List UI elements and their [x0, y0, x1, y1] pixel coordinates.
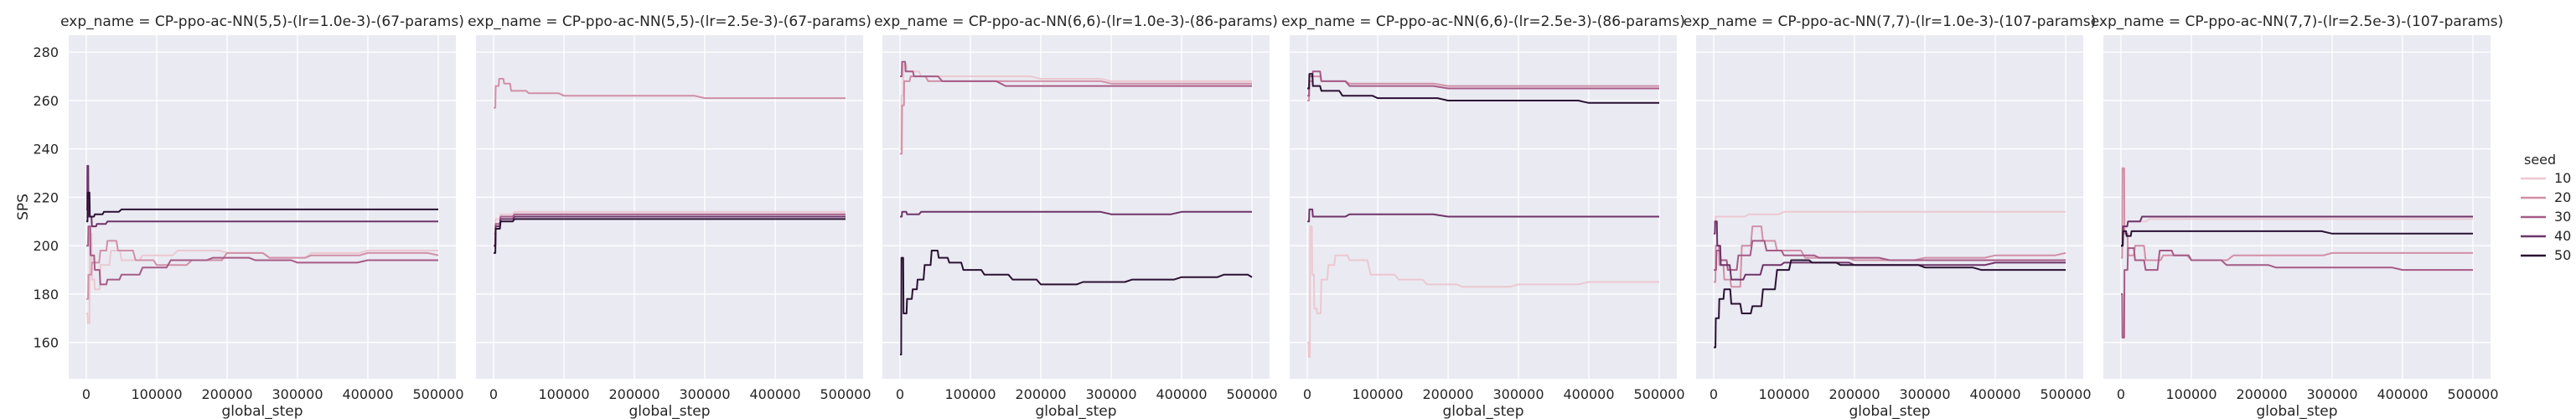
x-tick-label: 100000	[944, 386, 996, 402]
x-tick-label: 400000	[1969, 386, 2020, 402]
legend-title: seed	[2524, 152, 2556, 168]
series-line-seed-30	[900, 60, 1252, 87]
x-tick-label: 100000	[2165, 386, 2216, 402]
series-line-seed-40	[2121, 215, 2473, 247]
x-tick-label: 200000	[608, 386, 660, 402]
series-line-seed-30	[2121, 247, 2473, 339]
series-line-seed-40	[1307, 208, 1659, 223]
panel-title: exp_name = CP-ppo-ac-NN(7,7)-(lr=2.5e-3)…	[2091, 13, 2504, 30]
x-tick-label: 200000	[2236, 386, 2287, 402]
x-tick-label: 500000	[2040, 386, 2091, 402]
x-axis-label: global_step	[221, 403, 303, 419]
series-line-seed-10	[494, 210, 846, 235]
x-tick-label: 300000	[272, 386, 323, 402]
x-axis-label: global_step	[628, 403, 710, 419]
plot-background	[2103, 35, 2491, 379]
x-tick-label: 300000	[2306, 386, 2357, 402]
series-line-seed-20	[494, 78, 846, 109]
x-tick-label: 200000	[1829, 386, 1880, 402]
series-line-seed-50	[86, 191, 438, 223]
x-tick-label: 400000	[2377, 386, 2428, 402]
facet-panel: 0 100000 200000 300000 400000 500000 exp_name …	[1281, 13, 1685, 419]
series-line-seed-10	[1307, 225, 1659, 358]
series-line-seed-30	[1307, 70, 1659, 97]
panel-title: exp_name = CP-ppo-ac-NN(7,7)-(lr=1.0e-3)…	[1684, 13, 2097, 30]
x-tick-label: 400000	[1563, 386, 1614, 402]
x-tick-label: 300000	[1085, 386, 1136, 402]
facet-panel: 0 100000 200000 300000 400000 500000 exp_name …	[468, 13, 872, 419]
x-tick-label: 300000	[679, 386, 730, 402]
plot-background	[69, 35, 456, 379]
y-tick-label: 160	[33, 335, 59, 351]
x-tick-label: 400000	[342, 386, 393, 402]
x-tick-label: 100000	[131, 386, 182, 402]
facet-panel: 160 180 200 220 240 260 280 0 100000 200000 300000…	[33, 13, 463, 419]
series-line-seed-50	[2121, 230, 2473, 247]
x-tick-label: 400000	[1156, 386, 1207, 402]
plot-background	[476, 35, 863, 379]
x-tick-label: 0	[1710, 386, 1718, 402]
series-line-seed-40	[1714, 220, 2066, 281]
series-line-seed-40	[86, 164, 438, 228]
x-tick-label: 500000	[1633, 386, 1684, 402]
y-tick-label: 200	[33, 238, 59, 254]
series-line-seed-30	[86, 225, 438, 286]
series-line-seed-50	[494, 218, 846, 254]
x-tick-label: 0	[2117, 386, 2125, 402]
panel-title: exp_name = CP-ppo-ac-NN(6,6)-(lr=1.0e-3)…	[874, 13, 1278, 30]
x-tick-label: 200000	[201, 386, 252, 402]
plot-background	[1696, 35, 2083, 379]
legend-label-seed-10: 10	[2554, 170, 2571, 186]
legend: seed 10 20 30 40 50	[2521, 152, 2571, 263]
series-line-seed-10	[1714, 210, 2066, 223]
plot-background	[1290, 35, 1677, 379]
x-axis-label: global_step	[1849, 403, 1930, 419]
x-axis-label: global_step	[1035, 403, 1116, 419]
y-tick-label: 280	[33, 44, 59, 60]
series-line-seed-20	[2121, 167, 2473, 261]
series-line-seed-40	[494, 215, 846, 247]
x-tick-label: 300000	[1899, 386, 1950, 402]
x-tick-label: 100000	[1758, 386, 1809, 402]
panel-title: exp_name = CP-ppo-ac-NN(5,5)-(lr=1.0e-3)…	[60, 13, 464, 30]
legend-label-seed-50: 50	[2554, 247, 2571, 263]
x-axis-label: global_step	[2256, 403, 2337, 419]
x-tick-label: 500000	[2447, 386, 2498, 402]
x-tick-label: 500000	[820, 386, 871, 402]
y-tick-label: 180	[33, 287, 59, 303]
panel-title: exp_name = CP-ppo-ac-NN(5,5)-(lr=2.5e-3)…	[468, 13, 872, 30]
plot-background	[882, 35, 1270, 379]
series-line-seed-50	[900, 250, 1253, 356]
y-tick-label: 260	[33, 93, 59, 109]
y-axis-label: SPS	[15, 194, 32, 220]
legend-label-seed-40: 40	[2554, 228, 2571, 244]
x-tick-label: 0	[896, 386, 904, 402]
x-tick-label: 400000	[749, 386, 800, 402]
y-tick-label: 240	[33, 142, 59, 158]
x-tick-label: 0	[489, 386, 498, 402]
facet-panel: 0 100000 200000 300000 400000 500000 exp_name …	[874, 13, 1278, 419]
panel-title: exp_name = CP-ppo-ac-NN(6,6)-(lr=2.5e-3)…	[1281, 13, 1685, 30]
facet-panel: 0 100000 200000 300000 400000 500000 exp_name …	[1684, 13, 2097, 419]
x-tick-label: 500000	[1226, 386, 1277, 402]
series-line-seed-10	[900, 63, 1252, 150]
series-line-seed-30	[494, 213, 846, 247]
x-tick-label: 200000	[1015, 386, 1066, 402]
legend-label-seed-20: 20	[2554, 189, 2571, 205]
x-tick-label: 300000	[1492, 386, 1544, 402]
x-tick-label: 200000	[1422, 386, 1473, 402]
series-line-seed-50	[1307, 73, 1659, 104]
x-tick-label: 0	[82, 386, 91, 402]
x-axis-label: global_step	[1442, 403, 1523, 419]
x-tick-label: 100000	[538, 386, 589, 402]
y-tick-label: 220	[33, 189, 59, 205]
series-line-seed-50	[1714, 259, 2066, 349]
legend-label-seed-30: 30	[2554, 209, 2571, 225]
series-line-seed-40	[900, 210, 1252, 218]
facet-panel: 0 100000 200000 300000 400000 500000 exp_name …	[2091, 13, 2504, 419]
x-tick-label: 0	[1303, 386, 1311, 402]
x-tick-label: 100000	[1352, 386, 1403, 402]
x-tick-label: 500000	[412, 386, 463, 402]
